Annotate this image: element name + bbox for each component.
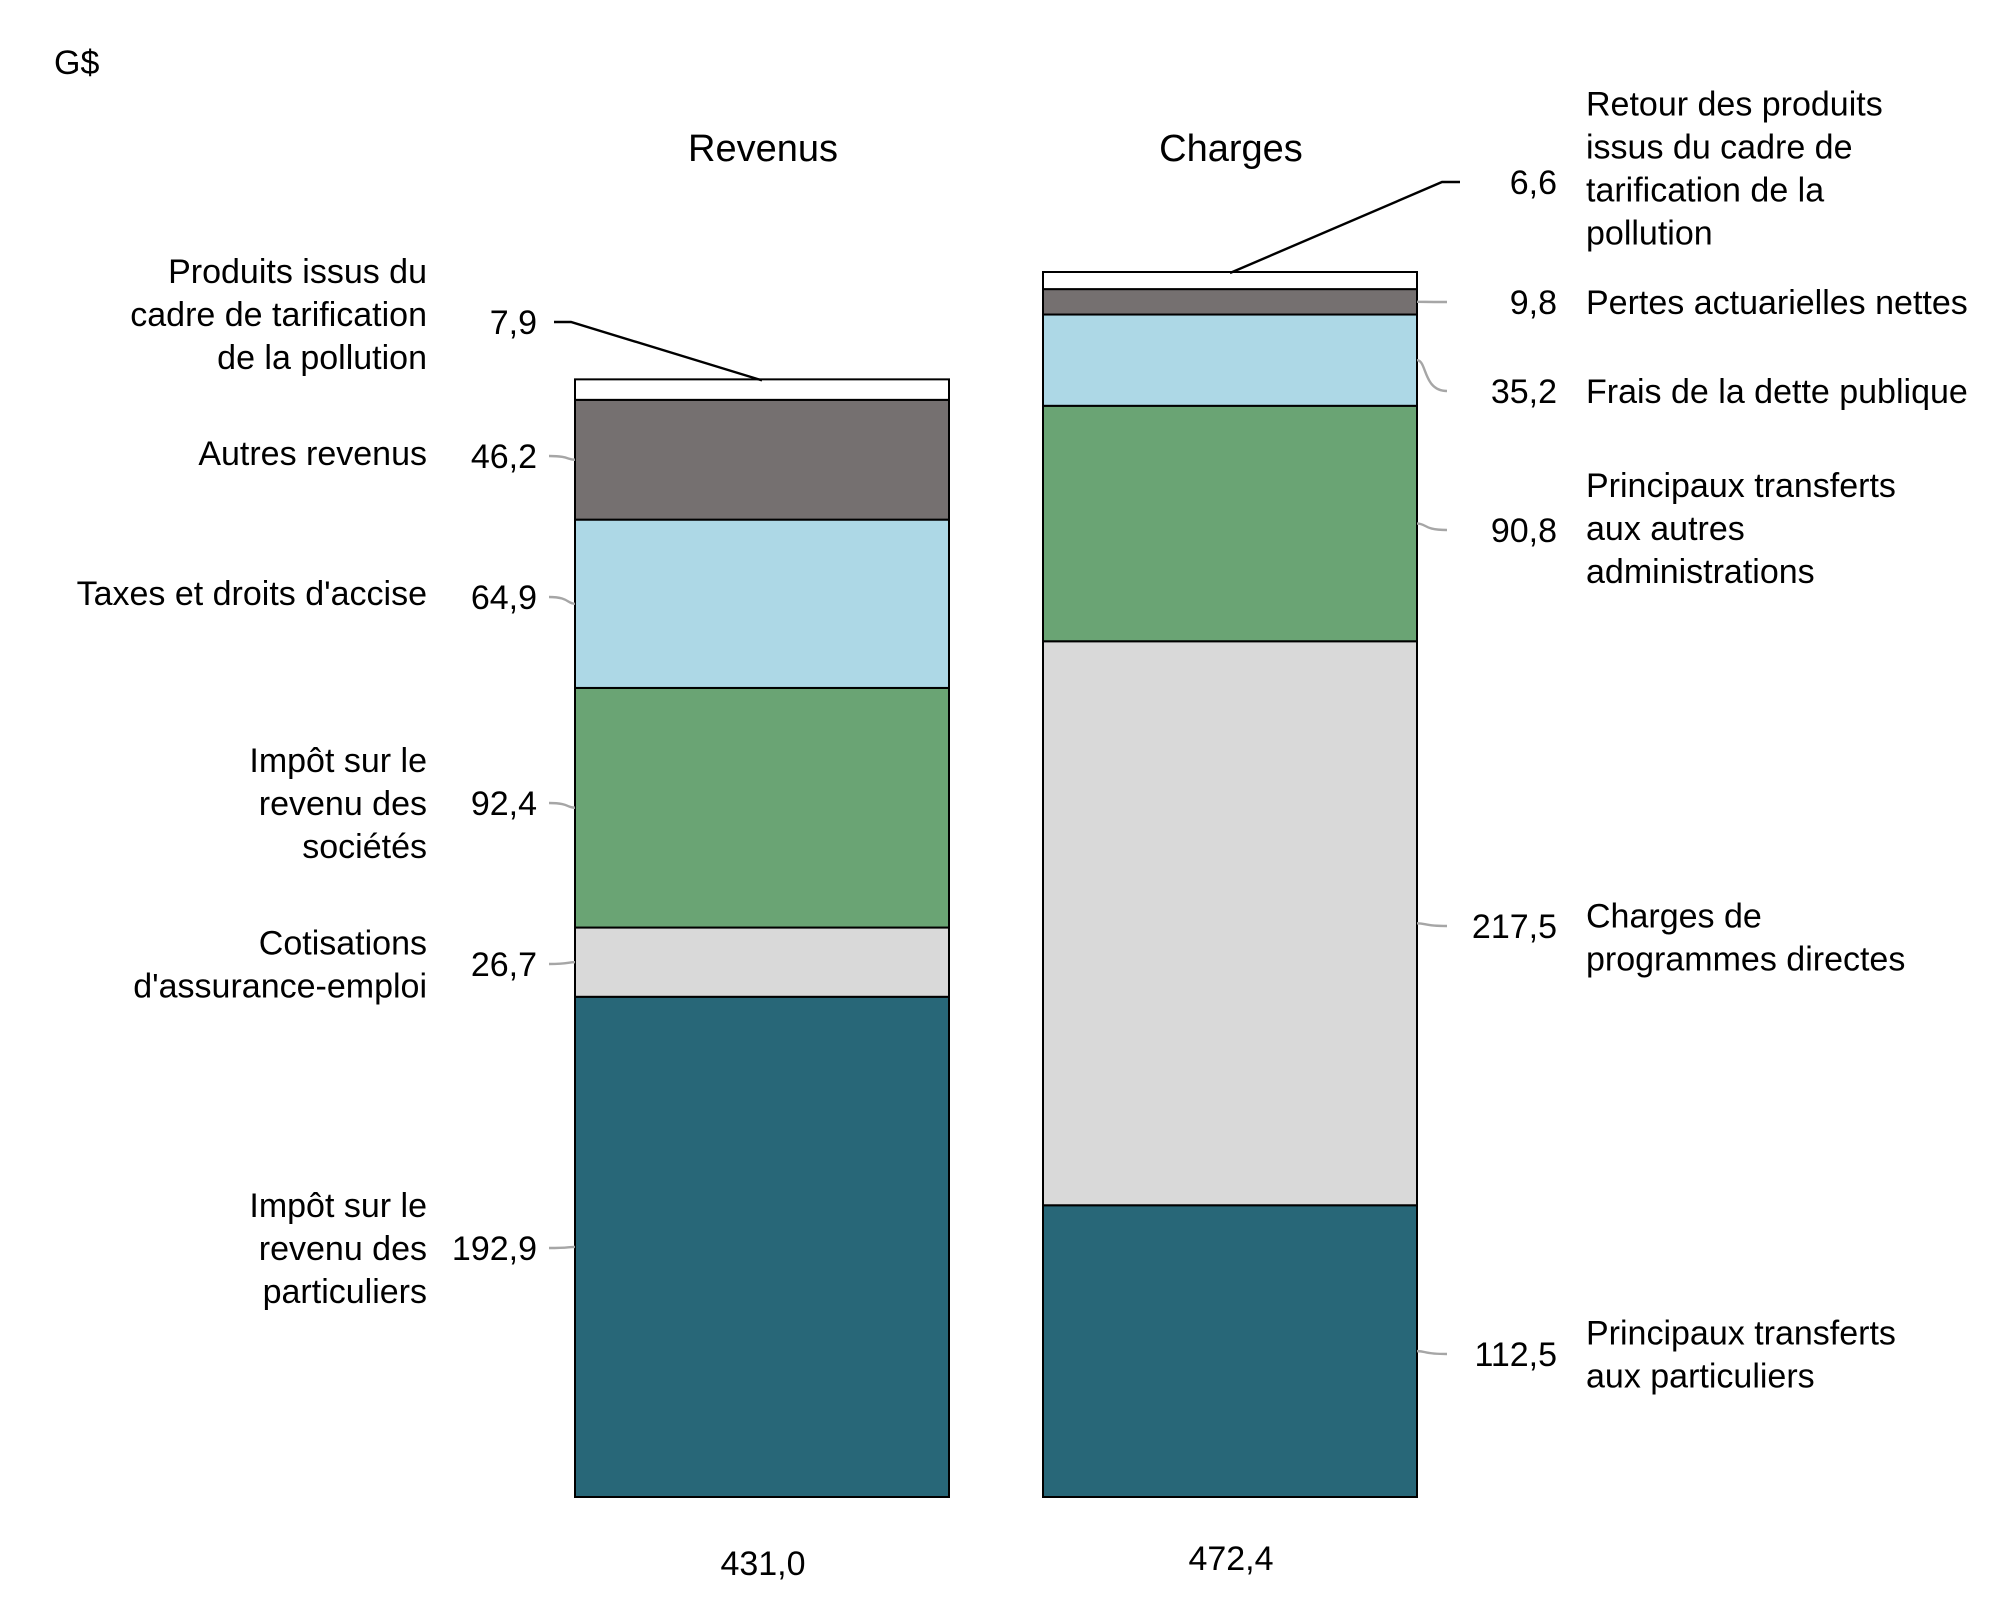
bar-segment-impot-sur-le-revenu-des-societes [574, 686, 950, 929]
leader-line-cotisations-d-assurance-emploi [548, 960, 576, 966]
bar-segment-principaux-transferts-aux-autres-administrations [1042, 404, 1418, 643]
unit-label: G$ [54, 44, 99, 82]
value-label-retour-des-produits-issus-du-cadre-de-tarification-de-la-pollution: 6,6 [1510, 164, 1557, 202]
bar-total-charges: 472,4 [1188, 1540, 1273, 1578]
value-label-principaux-transferts-aux-autres-administrations: 90,8 [1491, 512, 1557, 550]
value-label-impot-sur-le-revenu-des-particuliers: 192,9 [452, 1230, 537, 1268]
value-label-pertes-actuarielles-nettes: 9,8 [1510, 284, 1557, 322]
bar-segment-produits-issus-du-cadre-de-tarification-de-la-pollution [574, 378, 950, 401]
leader-line-charges-de-programmes-directes [1416, 922, 1448, 928]
value-label-cotisations-d-assurance-emploi: 26,7 [471, 946, 537, 984]
leader-line-principaux-transferts-aux-autres-administrations [1416, 522, 1448, 532]
bar-segment-charges-de-programmes-directes [1042, 640, 1418, 1207]
bar-segment-pertes-actuarielles-nettes [1042, 288, 1418, 316]
callout-line-retour-des-produits-issus-du-cadre-de-tarification-de-la-pollution [1229, 180, 1460, 275]
category-label-cotisations-d-assurance-emploi: Cotisations d'assurance-emploi [133, 925, 427, 1006]
category-label-taxes-et-droits-d-accise: Taxes et droits d'accise [77, 575, 427, 613]
value-label-charges-de-programmes-directes: 217,5 [1472, 908, 1557, 946]
value-label-frais-de-la-dette-publique: 35,2 [1491, 373, 1557, 411]
bar-title-revenus: Revenus [688, 128, 838, 170]
bar-segment-taxes-et-droits-d-accise [574, 518, 950, 689]
leader-line-frais-de-la-dette-publique [1416, 358, 1448, 393]
bar-segment-impot-sur-le-revenu-des-particuliers [574, 995, 950, 1499]
bar-segment-retour-des-produits-issus-du-cadre-de-tarification-de-la-pollution [1042, 271, 1418, 291]
bar-segment-cotisations-d-assurance-emploi [574, 926, 950, 998]
category-label-impot-sur-le-revenu-des-societes: Impôt sur le revenu des sociétés [249, 742, 427, 866]
value-label-impot-sur-le-revenu-des-societes: 92,4 [471, 785, 537, 823]
leader-line-autres-revenus [548, 454, 576, 461]
value-label-autres-revenus: 46,2 [471, 438, 537, 476]
bar-segment-autres-revenus [574, 398, 950, 521]
category-label-pertes-actuarielles-nettes: Pertes actuarielles nettes [1586, 284, 1968, 322]
value-label-principaux-transferts-aux-particuliers: 112,5 [1474, 1336, 1557, 1374]
category-label-frais-de-la-dette-publique: Frais de la dette publique [1586, 373, 1968, 411]
category-label-retour-des-produits-issus-du-cadre-de-tarification-de-la-pollution: Retour des produits issus du cadre de tari… [1586, 86, 1883, 253]
category-label-principaux-transferts-aux-particuliers: Principaux transferts aux particuliers [1586, 1315, 1896, 1396]
bar-title-charges: Charges [1159, 128, 1303, 170]
category-label-impot-sur-le-revenu-des-particuliers: Impôt sur le revenu des particuliers [249, 1187, 427, 1311]
value-label-taxes-et-droits-d-accise: 64,9 [471, 579, 537, 617]
bar-segment-frais-de-la-dette-publique [1042, 313, 1418, 407]
category-label-autres-revenus: Autres revenus [198, 435, 427, 473]
bar-total-revenus: 431,0 [720, 1545, 805, 1583]
callout-line-produits-issus-du-cadre-de-tarification-de-la-pollution [554, 320, 763, 382]
leader-line-impot-sur-le-revenu-des-societes [548, 801, 576, 809]
value-label-produits-issus-du-cadre-de-tarification-de-la-pollution: 7,9 [490, 304, 537, 342]
leader-line-taxes-et-droits-d-accise [548, 595, 576, 605]
leader-line-principaux-transferts-aux-particuliers [1416, 1349, 1448, 1356]
category-label-principaux-transferts-aux-autres-administrations: Principaux transferts aux autres administr… [1586, 467, 1896, 591]
category-label-charges-de-programmes-directes: Charges de programmes directes [1586, 898, 1905, 979]
leader-line-impot-sur-le-revenu-des-particuliers [548, 1245, 576, 1250]
bar-segment-principaux-transferts-aux-particuliers [1042, 1204, 1418, 1499]
category-label-produits-issus-du-cadre-de-tarification-de-la-pollution: Produits issus du cadre de tarification de… [130, 253, 427, 377]
